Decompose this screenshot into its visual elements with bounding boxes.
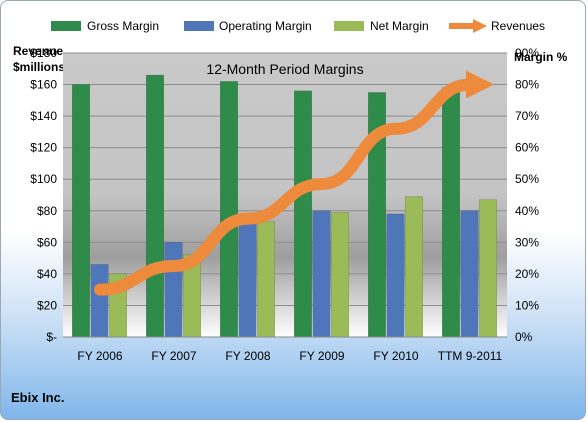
right-tick-label: 20% [515,267,539,281]
right-tick-label: 80% [515,78,539,92]
x-tick-label: FY 2008 [225,349,270,363]
x-tick-label: FY 2007 [151,349,196,363]
bar-operating-margin [386,213,405,338]
right-tick-label: 0% [515,330,533,344]
legend-net-margin-swatch [334,21,364,31]
revenue-series [94,70,494,296]
left-tick-label: $80 [37,204,57,218]
bar-net-margin [405,196,423,338]
left-axis-title-line1: Revenue [13,44,63,58]
bar-operating-margin [164,242,183,338]
right-axis-ticks: 0% 10% 20% 30% 40% 50% 60% 70% 80% 90% [515,46,539,344]
left-tick-label: $20 [37,298,57,312]
x-axis-ticks: FY 2006 FY 2007 FY 2008 FY 2009 FY 2010 TTM 9… [77,349,502,363]
left-tick-label: $- [46,330,57,344]
bar-gross-margin [72,84,90,338]
chart-title: 12-Month Period Margins [206,61,363,77]
right-tick-label: 70% [515,109,539,123]
bar-gross-margin [294,90,312,338]
company-name: Ebix Inc. [11,390,65,405]
bar-operating-margin [90,264,109,338]
legend-gross-margin-swatch [51,21,81,31]
legend-gross-margin-label: Gross Margin [87,19,159,33]
right-axis-title: Margin % [514,50,568,64]
x-tick-label: FY 2009 [299,349,344,363]
bar-net-margin [257,221,275,338]
legend-net-margin-label: Net Margin [370,19,429,33]
right-tick-label: 40% [515,204,539,218]
left-tick-label: $160 [30,78,57,92]
right-tick-label: 10% [515,298,539,312]
bar-operating-margin [312,210,331,338]
left-axis-ticks: $- $20 $40 $60 $80 $100 $120 $140 $160 $180 [30,46,57,344]
revenue-line [94,70,494,296]
left-tick-label: $140 [30,109,57,123]
legend-operating-margin-label: Operating Margin [219,19,312,33]
right-tick-label: 60% [515,141,539,155]
left-axis-title-line2: $millions [13,60,65,74]
left-tick-label: $60 [37,235,57,249]
bar-net-margin [331,212,349,338]
x-tick-label: FY 2006 [77,349,122,363]
right-tick-label: 30% [515,235,539,249]
left-tick-label: $120 [30,141,57,155]
x-tick-label: TTM 9-2011 [438,349,503,363]
bar-operating-margin [238,213,257,338]
right-tick-label: 50% [515,172,539,186]
bar-net-margin [479,199,497,338]
legend-operating-margin-swatch [184,21,214,31]
legend-revenues-arrowhead [473,19,487,33]
bar-gross-margin [442,87,460,338]
left-tick-label: $100 [30,172,57,186]
bar-gross-margin [146,74,164,338]
left-tick-label: $180 [30,46,57,60]
bar-gross-margin [220,81,238,338]
left-tick-label: $40 [37,267,57,281]
right-tick-label: 90% [515,46,539,60]
legend: Gross Margin Operating Margin Net Margin… [51,19,545,33]
bar-operating-margin [460,210,479,338]
legend-revenues-label: Revenues [491,19,545,33]
x-tick-label: FY 2010 [373,349,418,363]
